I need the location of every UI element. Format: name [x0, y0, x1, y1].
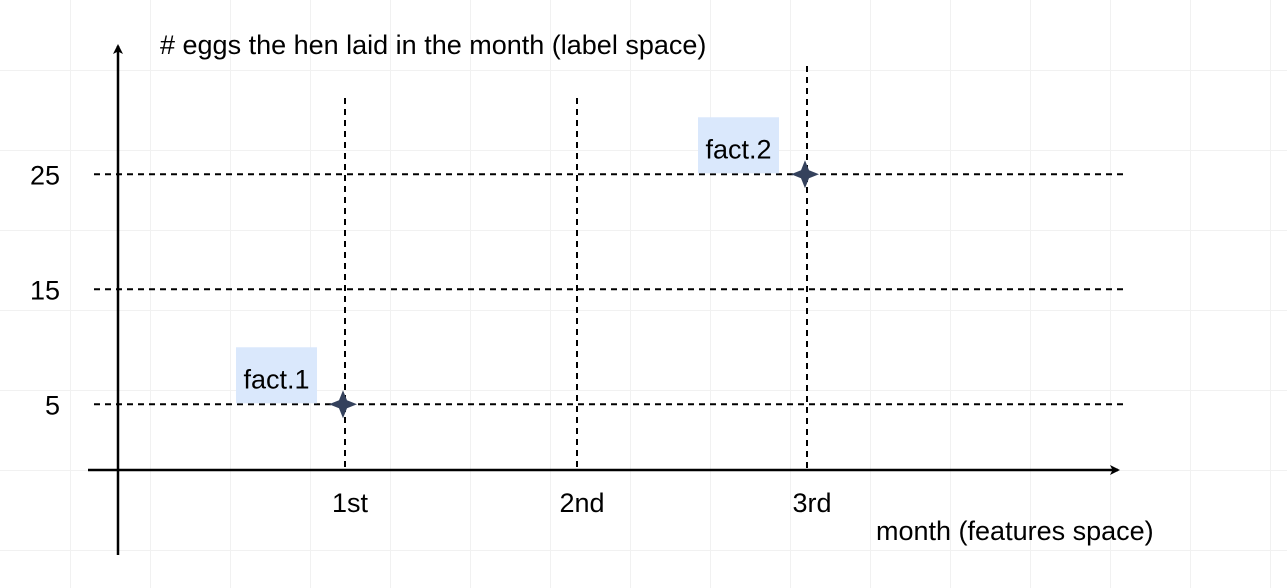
- point-label: fact.1: [243, 364, 309, 394]
- x-tick-label: 3rd: [792, 488, 831, 518]
- y-tick-label: 15: [30, 275, 60, 305]
- x-tick-label: 1st: [332, 488, 369, 518]
- grid-lines: [94, 66, 1126, 470]
- y-tick-label: 25: [30, 160, 60, 190]
- y-tick-label: 5: [45, 390, 60, 420]
- point-label-highlight: [236, 347, 317, 404]
- x-tick-label: 2nd: [559, 488, 604, 518]
- x-axis-title: month (features space): [876, 516, 1154, 546]
- y-axis-title: # eggs the hen laid in the month (label …: [160, 30, 706, 60]
- data-points: fact.1 fact.2: [236, 117, 819, 419]
- tick-labels: 5 15 25 1st 2nd 3rd: [30, 160, 832, 518]
- point-label: fact.2: [705, 134, 771, 164]
- data-point-star: [329, 390, 357, 419]
- axes: [88, 44, 1120, 555]
- point-label-highlight: [698, 117, 779, 174]
- data-point-star: [791, 160, 819, 189]
